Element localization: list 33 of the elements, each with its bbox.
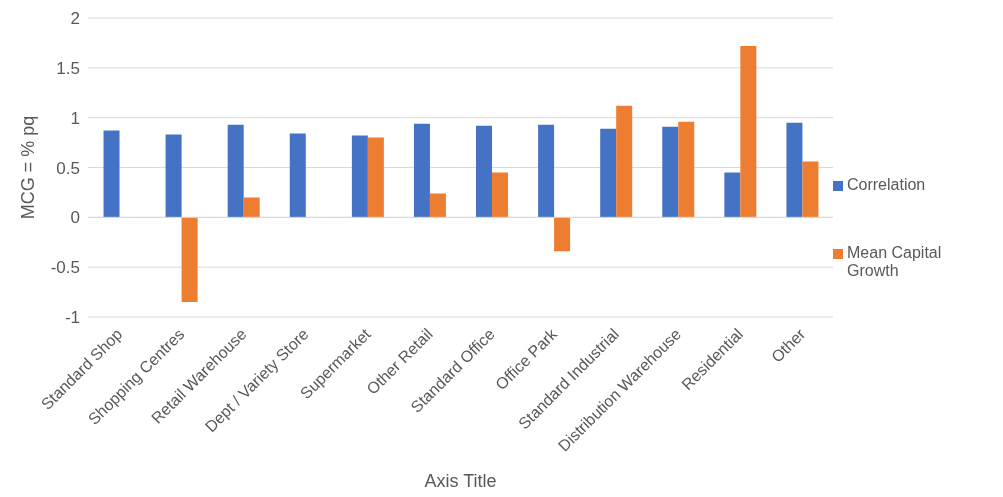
bar — [413, 123, 430, 218]
bar — [243, 197, 260, 218]
y-tick-label: 1 — [70, 108, 80, 128]
bar — [367, 137, 384, 218]
bar — [786, 122, 803, 218]
bar — [662, 126, 679, 218]
bar — [165, 134, 182, 218]
y-tick-label: 0.5 — [56, 158, 80, 178]
y-tick-label: -1 — [64, 308, 80, 328]
bar — [103, 130, 120, 218]
bar — [538, 124, 555, 218]
bar — [492, 172, 509, 218]
bar — [740, 45, 757, 218]
bar — [227, 124, 244, 218]
y-tick-label: 1.5 — [56, 58, 80, 78]
bar — [724, 172, 741, 218]
bar — [476, 125, 493, 218]
legend-label: Correlation — [847, 175, 926, 194]
y-axis-title: MCG = % pq — [18, 115, 39, 220]
y-tick-label: -0.5 — [50, 258, 80, 278]
x-axis-title: Axis Title — [424, 471, 497, 491]
bar — [181, 217, 198, 303]
y-tick-label: 0 — [70, 208, 80, 228]
bar — [351, 135, 368, 218]
bar — [289, 133, 306, 218]
bar — [802, 161, 819, 218]
bar — [600, 128, 617, 218]
bar — [678, 121, 695, 218]
y-tick-label: 2 — [70, 9, 80, 29]
bar — [429, 193, 446, 218]
bar — [616, 105, 633, 218]
legend-label: Mean Capital Growth — [847, 243, 943, 280]
bar — [554, 217, 571, 252]
